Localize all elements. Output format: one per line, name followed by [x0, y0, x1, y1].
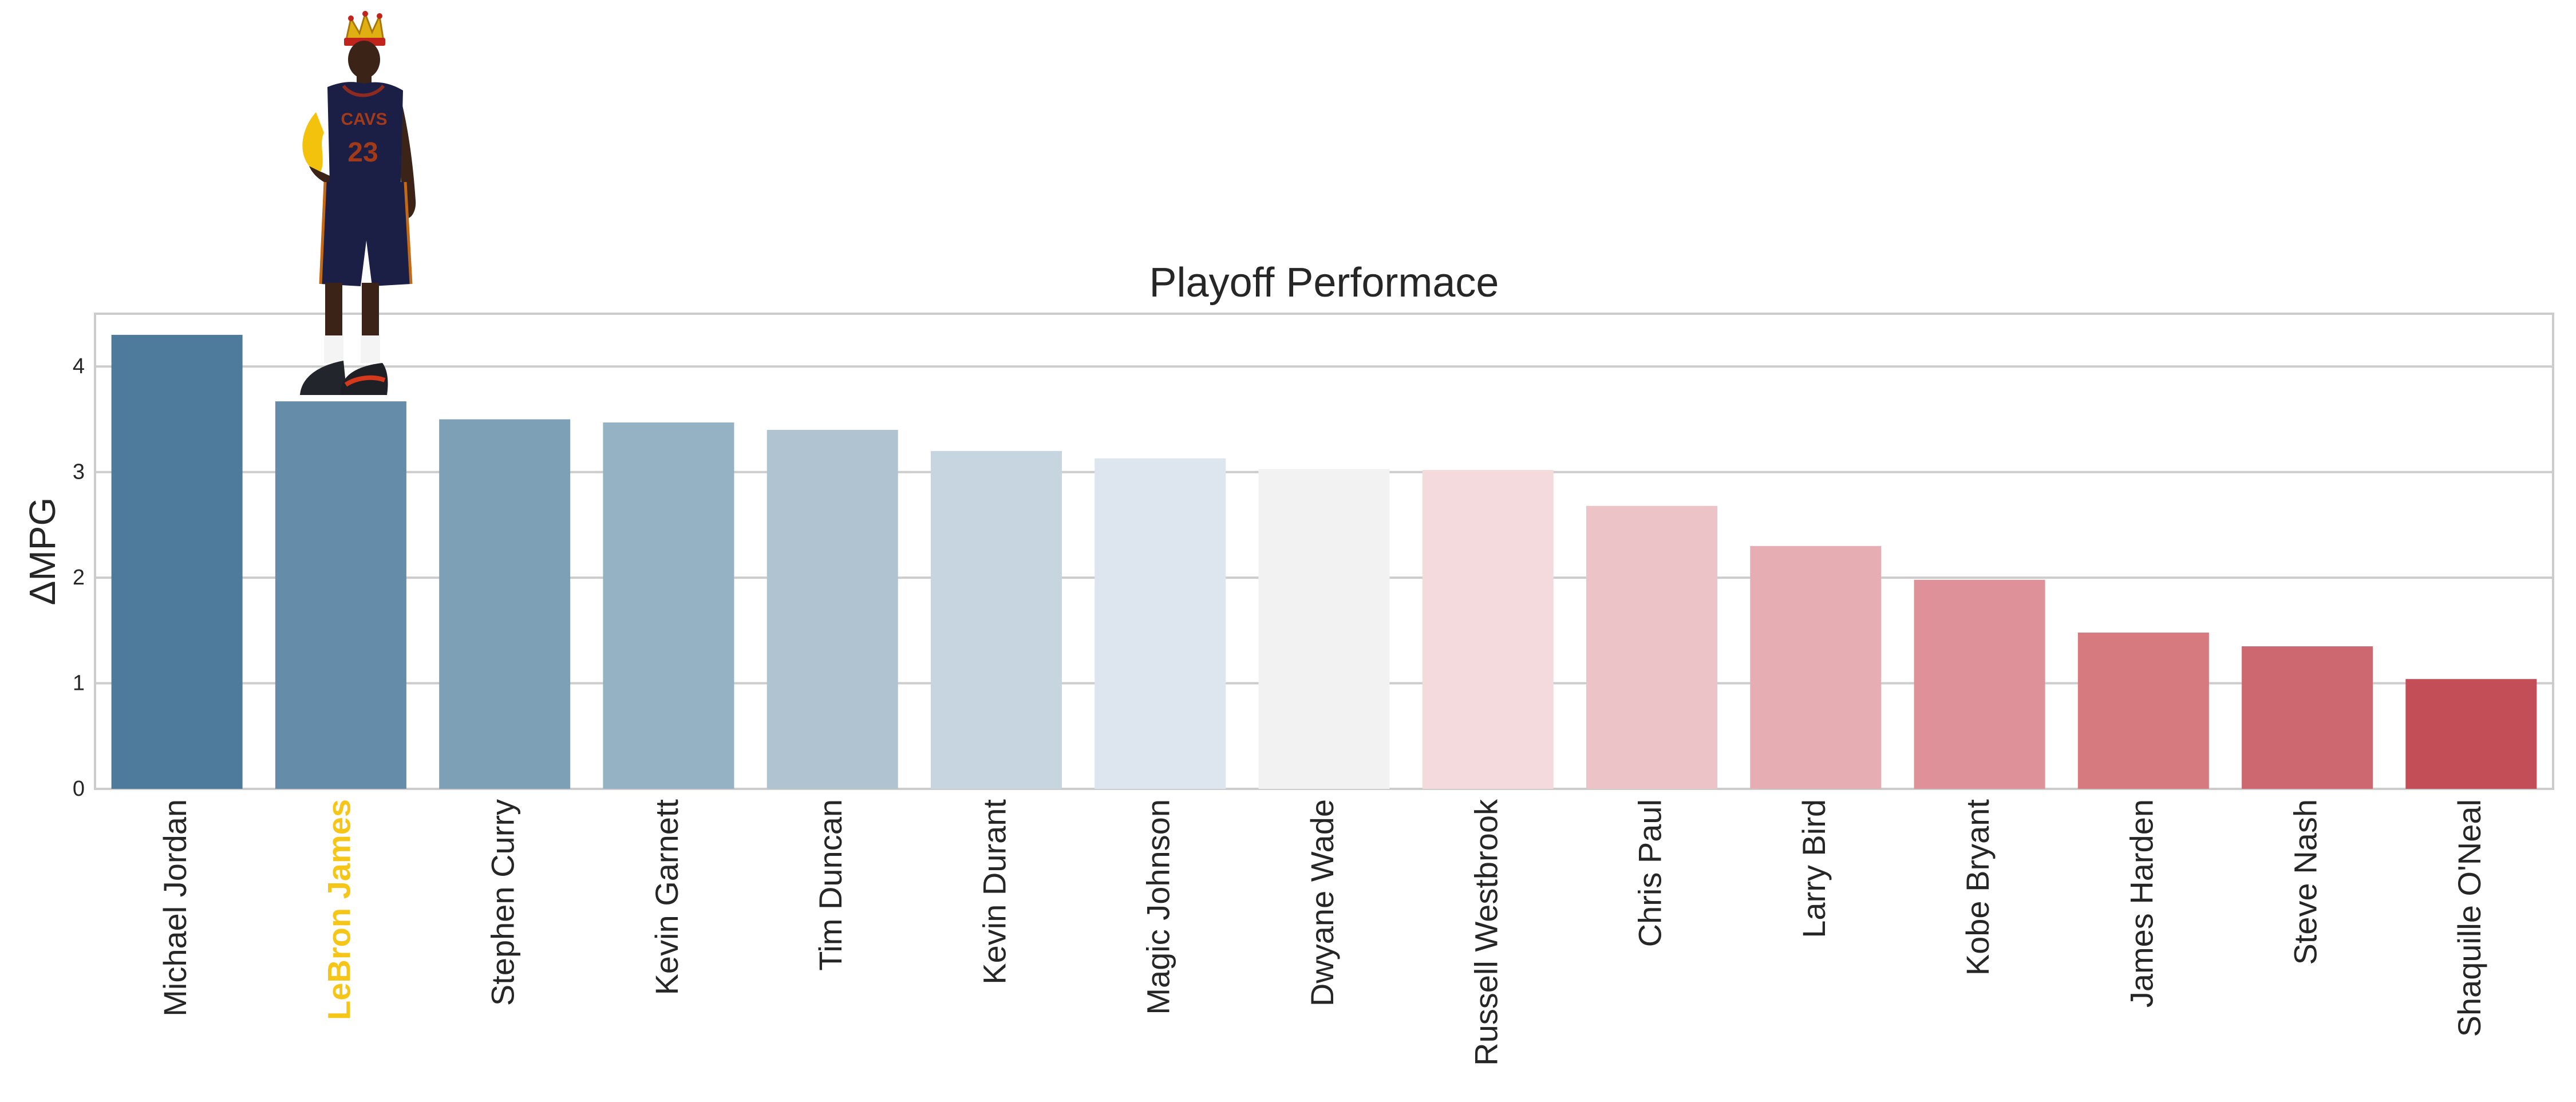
chart-title: Playoff Performace [1149, 260, 1499, 306]
x-tick-label: Shaquille O'Neal [2451, 799, 2487, 1037]
bar [2405, 679, 2537, 789]
y-tick-label: 4 [73, 354, 85, 378]
x-tick-label: Steve Nash [2287, 799, 2324, 965]
player-in-crown-image: CAVS 23 [300, 11, 416, 395]
bar [1750, 546, 1882, 789]
bar [1095, 458, 1226, 789]
bar [2077, 633, 2209, 789]
y-tick-label: 0 [73, 777, 85, 801]
x-tick-label: Tim Duncan [812, 799, 848, 971]
jersey-number: 23 [347, 137, 378, 168]
bar [275, 401, 406, 789]
x-tick-label: Kevin Garnett [649, 799, 685, 996]
bars [111, 334, 2537, 789]
x-tick-label: Dwyane Wade [1304, 799, 1340, 1006]
x-tick-label: Russell Westbrook [1468, 799, 1504, 1066]
x-tick-label: James Harden [2123, 799, 2159, 1008]
jersey-lettering: CAVS [341, 110, 387, 129]
bar [111, 334, 243, 789]
bar [1586, 505, 1718, 789]
x-tick-label: Chris Paul [1632, 799, 1668, 947]
bar [767, 429, 898, 789]
bar [930, 451, 1062, 789]
x-tick-label: Kevin Durant [976, 799, 1012, 985]
x-tick-label: Magic Johnson [1140, 799, 1176, 1015]
bar [439, 419, 571, 789]
x-tick-label: Larry Bird [1796, 799, 1832, 938]
y-tick-label: 1 [73, 672, 85, 696]
bar [1422, 469, 1554, 789]
bar [603, 422, 734, 789]
y-tick-label: 2 [73, 566, 85, 590]
bar [1914, 579, 2045, 789]
y-tick-labels: 0 1 2 3 4 [73, 354, 85, 801]
x-tick-labels: Michael Jordan LeBron James Stephen Curry K… [157, 799, 2487, 1066]
bar [1258, 469, 1390, 789]
y-tick-label: 3 [73, 460, 85, 484]
bar [2242, 646, 2373, 789]
x-tick-label: LeBron James [321, 799, 357, 1020]
x-tick-label: Michael Jordan [157, 799, 193, 1017]
x-tick-label: Stephen Curry [485, 799, 521, 1006]
y-axis-label: ΔMPG [22, 497, 63, 606]
x-tick-label: Kobe Bryant [1959, 799, 1996, 976]
crown-icon [344, 11, 385, 46]
